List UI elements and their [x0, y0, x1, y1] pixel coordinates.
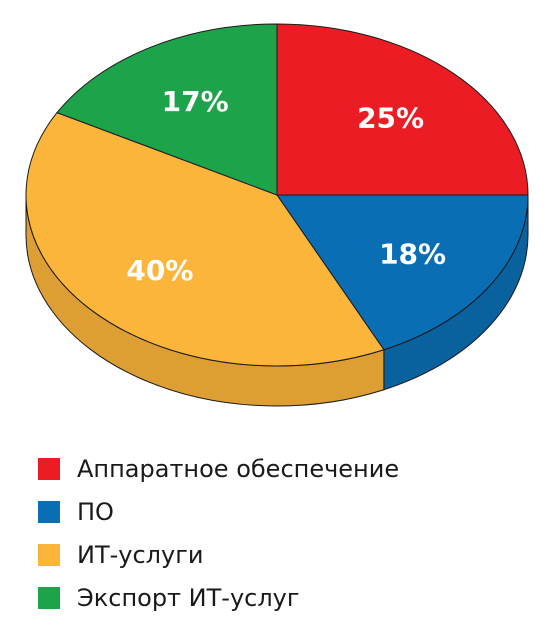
legend-item-it-services: ИТ-услуги	[38, 539, 399, 571]
chart-legend: Аппаратное обеспечение ПО ИТ-услуги Эксп…	[38, 453, 399, 625]
pie-slice-ПО	[276, 194, 529, 351]
legend-label: Экспорт ИТ-услуг	[77, 584, 300, 612]
legend-label: ИТ-услуги	[77, 541, 204, 569]
legend-swatch	[38, 587, 60, 609]
slice-value-label: 25%	[357, 102, 424, 135]
legend-label: Аппаратное обеспечение	[77, 455, 400, 483]
legend-swatch	[38, 501, 60, 523]
slice-value-label: 40%	[126, 254, 193, 287]
slice-value-label: 17%	[162, 85, 229, 118]
pie-slice-Экспорт ИТ-услуг	[56, 23, 278, 196]
legend-swatch	[38, 544, 60, 566]
legend-item-software: ПО	[38, 496, 399, 528]
pie-chart: 25% 18% 40% 17%	[25, 23, 529, 407]
slice-value-label: 18%	[379, 238, 446, 271]
legend-swatch	[38, 458, 60, 480]
pie-slice-Аппаратное обеспечение	[276, 23, 529, 196]
legend-item-it-export: Экспорт ИТ-услуг	[38, 582, 399, 614]
pie-slice-ИТ-услуги	[25, 112, 385, 367]
legend-label: ПО	[77, 498, 114, 526]
legend-item-hardware: Аппаратное обеспечение	[38, 453, 399, 485]
